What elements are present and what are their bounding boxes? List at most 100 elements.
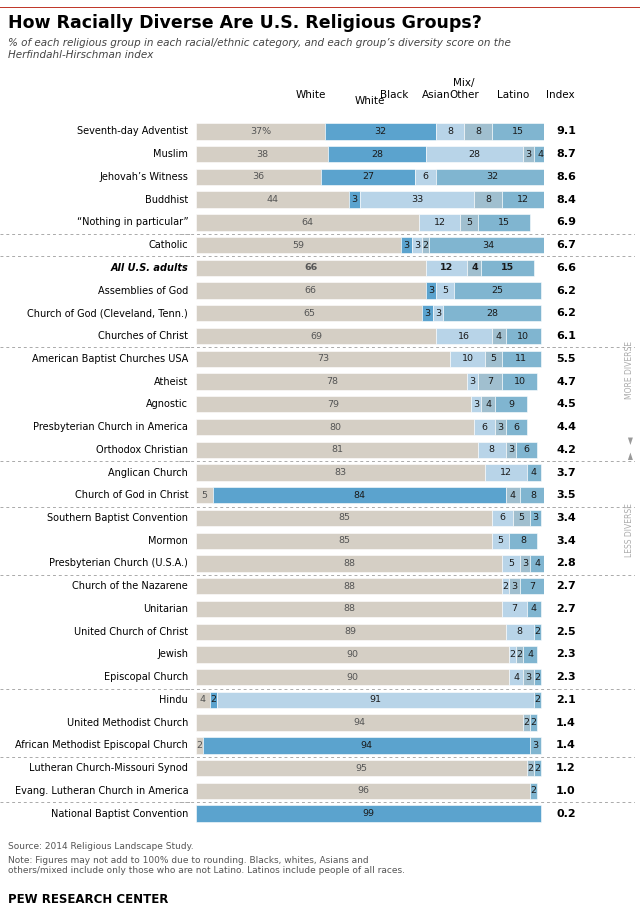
Text: 90: 90 bbox=[347, 650, 358, 659]
Bar bbox=[530, 555, 544, 572]
Text: National Baptist Convention: National Baptist Convention bbox=[51, 809, 188, 819]
Bar bbox=[426, 146, 523, 163]
Text: 7: 7 bbox=[487, 377, 493, 386]
Bar bbox=[436, 283, 454, 299]
Text: MORE DIVERSE: MORE DIVERSE bbox=[625, 341, 634, 399]
Bar bbox=[478, 374, 502, 390]
Bar bbox=[196, 146, 328, 163]
Text: Evang. Lutheran Church in America: Evang. Lutheran Church in America bbox=[15, 786, 188, 796]
Bar bbox=[478, 215, 530, 231]
Bar bbox=[429, 237, 547, 254]
Text: 10: 10 bbox=[461, 355, 474, 364]
Text: Buddhist: Buddhist bbox=[145, 195, 188, 205]
Text: 6.2: 6.2 bbox=[556, 285, 576, 295]
Bar bbox=[506, 328, 541, 345]
Text: 88: 88 bbox=[343, 559, 355, 568]
Text: 1.2: 1.2 bbox=[556, 764, 576, 774]
Text: 33: 33 bbox=[411, 195, 423, 205]
Text: 6.2: 6.2 bbox=[556, 308, 576, 318]
Text: 12: 12 bbox=[500, 468, 512, 477]
Text: 84: 84 bbox=[353, 491, 365, 500]
Bar bbox=[196, 464, 485, 481]
Text: 7: 7 bbox=[511, 604, 517, 614]
Bar bbox=[474, 419, 495, 435]
Text: 15: 15 bbox=[498, 218, 510, 227]
Bar bbox=[196, 487, 213, 504]
Bar bbox=[196, 578, 502, 594]
Bar bbox=[401, 237, 412, 254]
Bar bbox=[516, 646, 523, 663]
Text: 12: 12 bbox=[517, 195, 529, 205]
Text: 2: 2 bbox=[531, 718, 536, 727]
Text: 6.9: 6.9 bbox=[556, 217, 576, 227]
Text: 2: 2 bbox=[516, 650, 523, 659]
Text: 8: 8 bbox=[489, 445, 495, 454]
Bar bbox=[502, 601, 527, 617]
Text: United Methodist Church: United Methodist Church bbox=[67, 718, 188, 728]
Bar bbox=[196, 442, 478, 458]
Bar bbox=[534, 146, 547, 163]
Text: 3: 3 bbox=[351, 195, 357, 205]
Bar bbox=[523, 646, 537, 663]
Bar bbox=[523, 714, 530, 731]
Bar bbox=[530, 510, 541, 526]
Text: 36: 36 bbox=[253, 173, 265, 182]
Bar bbox=[196, 283, 426, 299]
Text: 3: 3 bbox=[403, 241, 410, 250]
Bar bbox=[471, 396, 481, 413]
Bar bbox=[419, 215, 461, 231]
Bar bbox=[210, 692, 217, 708]
Bar bbox=[492, 510, 513, 526]
Text: 3: 3 bbox=[532, 741, 538, 750]
Text: 4: 4 bbox=[513, 673, 519, 682]
Text: Anglican Church: Anglican Church bbox=[108, 467, 188, 477]
Text: 8: 8 bbox=[516, 627, 523, 636]
Text: Index: Index bbox=[546, 90, 574, 100]
Bar bbox=[467, 260, 481, 276]
Text: Unitarian: Unitarian bbox=[143, 604, 188, 614]
Bar bbox=[196, 510, 492, 526]
Text: 3: 3 bbox=[497, 423, 504, 432]
Text: 4: 4 bbox=[527, 650, 533, 659]
Text: United Church of Christ: United Church of Christ bbox=[74, 626, 188, 636]
Bar bbox=[534, 669, 541, 685]
Bar bbox=[523, 146, 534, 163]
Text: 34: 34 bbox=[483, 241, 494, 250]
Bar bbox=[436, 169, 547, 185]
Bar bbox=[415, 169, 436, 185]
Text: 2: 2 bbox=[422, 241, 429, 250]
Text: Orthodox Christian: Orthodox Christian bbox=[96, 445, 188, 454]
Text: African Methodist Episcopal Church: African Methodist Episcopal Church bbox=[15, 741, 188, 751]
Bar bbox=[412, 237, 422, 254]
Bar bbox=[509, 669, 523, 685]
Text: Black: Black bbox=[380, 90, 408, 100]
Text: 85: 85 bbox=[338, 536, 350, 545]
Text: 8.6: 8.6 bbox=[556, 172, 576, 182]
Bar bbox=[478, 442, 506, 458]
Bar bbox=[527, 464, 541, 481]
Text: 2.8: 2.8 bbox=[556, 558, 576, 568]
Bar bbox=[349, 192, 360, 208]
Bar bbox=[196, 601, 502, 617]
Bar bbox=[513, 510, 530, 526]
Bar bbox=[443, 305, 541, 322]
Text: 8.4: 8.4 bbox=[556, 195, 576, 205]
Bar bbox=[523, 669, 534, 685]
Bar bbox=[426, 260, 467, 276]
Text: Hindu: Hindu bbox=[159, 694, 188, 704]
Text: 66: 66 bbox=[305, 286, 317, 295]
Bar bbox=[422, 237, 429, 254]
Text: Jewish: Jewish bbox=[157, 649, 188, 659]
Text: ◄: ◄ bbox=[625, 436, 635, 444]
Text: Note: Figures may not add to 100% due to rounding. Blacks, whites, Asians and
ot: Note: Figures may not add to 100% due to… bbox=[8, 856, 405, 875]
Text: 80: 80 bbox=[329, 423, 341, 432]
Text: 2: 2 bbox=[534, 673, 540, 682]
Text: Seventh-day Adventist: Seventh-day Adventist bbox=[77, 126, 188, 136]
Text: 1.4: 1.4 bbox=[556, 718, 576, 728]
Text: 44: 44 bbox=[267, 195, 278, 205]
Bar bbox=[454, 283, 541, 299]
Text: 83: 83 bbox=[334, 468, 346, 477]
Bar bbox=[196, 805, 541, 822]
Text: Southern Baptist Convention: Southern Baptist Convention bbox=[47, 513, 188, 523]
Text: 6: 6 bbox=[422, 173, 429, 182]
